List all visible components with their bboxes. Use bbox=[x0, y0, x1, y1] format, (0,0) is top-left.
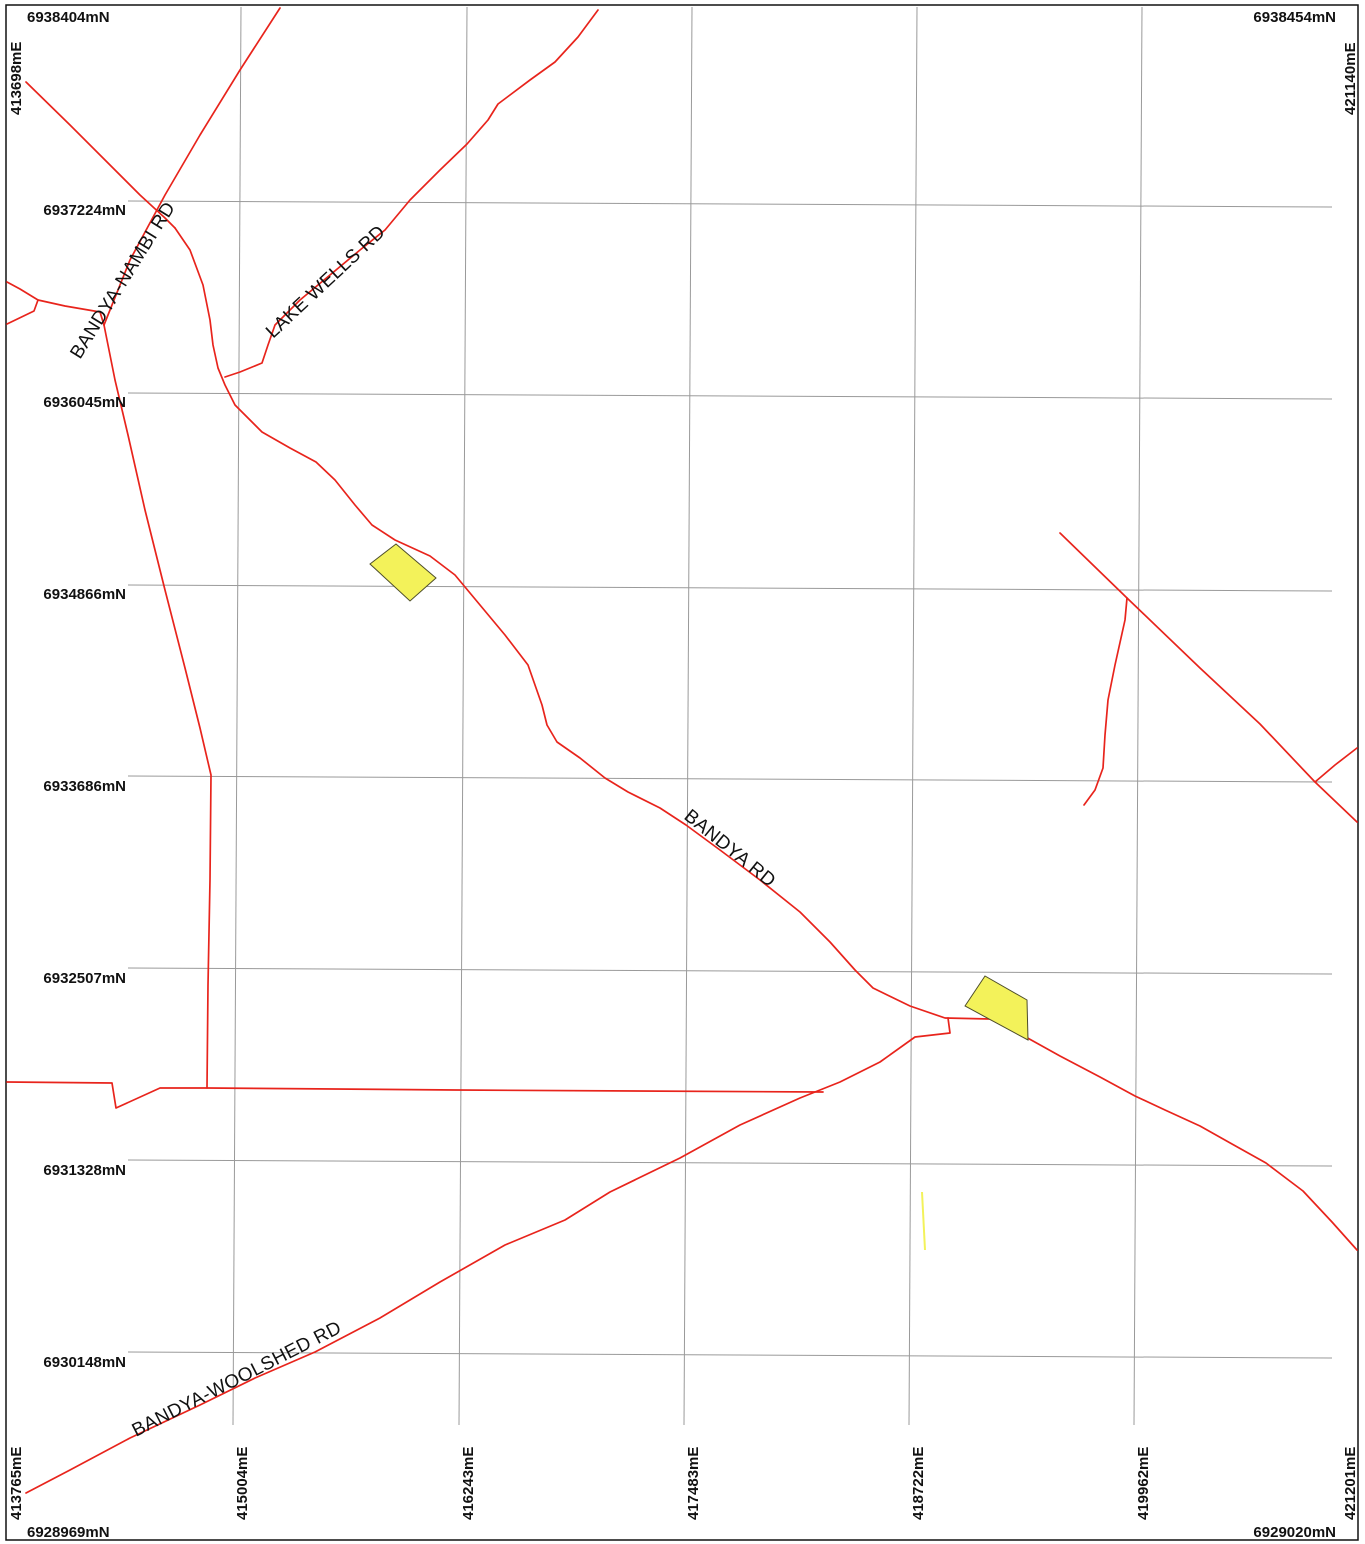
parcels bbox=[369, 543, 1029, 1251]
corner-labels: 6938404mN 6938454mN 6928969mN 6929020mN … bbox=[8, 9, 1359, 1541]
northing-label: 6936045mN bbox=[43, 394, 126, 411]
parcel-polygon-east[interactable] bbox=[964, 975, 1029, 1041]
easting-labels: 415004mE 416243mE 417483mE 418722mE 4199… bbox=[234, 1447, 1152, 1520]
road-east-spur[interactable] bbox=[1314, 747, 1358, 783]
easting-label-bottom-right: 421201mE bbox=[1342, 1447, 1359, 1520]
northing-label: 6934866mN bbox=[43, 586, 126, 603]
grid-line-northing bbox=[127, 775, 1333, 783]
easting-label: 419962mE bbox=[1135, 1447, 1152, 1520]
grid-line-northing bbox=[127, 1351, 1333, 1359]
northing-label: 6930148mN bbox=[43, 1354, 126, 1371]
grid-line-northing bbox=[127, 1159, 1333, 1167]
grid-line-easting bbox=[458, 6, 468, 1426]
easting-label: 418722mE bbox=[910, 1447, 927, 1520]
road-west-spur-top[interactable] bbox=[6, 281, 39, 301]
road-north-south[interactable] bbox=[103, 324, 212, 1089]
northing-label-top-right: 6938454mN bbox=[1253, 9, 1336, 26]
easting-label: 415004mE bbox=[234, 1447, 251, 1520]
road-bandya-woolshed[interactable] bbox=[25, 1017, 951, 1494]
easting-label: 416243mE bbox=[460, 1447, 477, 1520]
road-bandya-nambi[interactable] bbox=[103, 7, 281, 326]
grid-line-easting bbox=[232, 6, 242, 1426]
northing-label: 6931328mN bbox=[43, 1162, 126, 1179]
grid-line-easting bbox=[1133, 6, 1143, 1426]
easting-label-top-left: 413698mE bbox=[8, 42, 25, 115]
grid-line-northing bbox=[127, 967, 1333, 975]
grid-line-northing bbox=[127, 200, 1333, 208]
parcel-polygon-north[interactable] bbox=[369, 543, 437, 602]
northing-label-top-left: 6938404mN bbox=[27, 9, 110, 26]
northing-label: 6937224mN bbox=[43, 202, 126, 219]
road-northwest-link[interactable] bbox=[25, 81, 176, 229]
road-lake-wells[interactable] bbox=[224, 9, 599, 378]
grid-line-northing bbox=[127, 392, 1333, 400]
grid-line-easting bbox=[683, 6, 693, 1426]
parcel-sliver bbox=[921, 1191, 926, 1251]
northing-label: 6933686mN bbox=[43, 778, 126, 795]
map-frame bbox=[5, 4, 1359, 1541]
easting-grid bbox=[232, 6, 1143, 1426]
road-bandya[interactable] bbox=[174, 227, 1358, 1251]
northing-labels: 6937224mN 6936045mN 6934866mN 6933686mN … bbox=[43, 202, 126, 1371]
grid-line-northing bbox=[127, 584, 1333, 592]
easting-label: 417483mE bbox=[685, 1447, 702, 1520]
grid-line-easting bbox=[908, 6, 918, 1426]
northing-grid bbox=[127, 200, 1333, 1359]
easting-label-bottom-left: 413765mE bbox=[8, 1447, 25, 1520]
road-east-west[interactable] bbox=[6, 1081, 824, 1109]
road-west-spur[interactable] bbox=[6, 299, 105, 326]
northing-label-bottom-right: 6929020mN bbox=[1253, 1524, 1336, 1541]
northing-label: 6932507mN bbox=[43, 970, 126, 987]
easting-label-top-right: 421140mE bbox=[1342, 42, 1359, 115]
northing-label-bottom-left: 6928969mN bbox=[27, 1524, 110, 1541]
road-network bbox=[6, 7, 1358, 1494]
road-east-curve[interactable] bbox=[1083, 597, 1128, 806]
road-east-diagonal[interactable] bbox=[1059, 532, 1358, 823]
